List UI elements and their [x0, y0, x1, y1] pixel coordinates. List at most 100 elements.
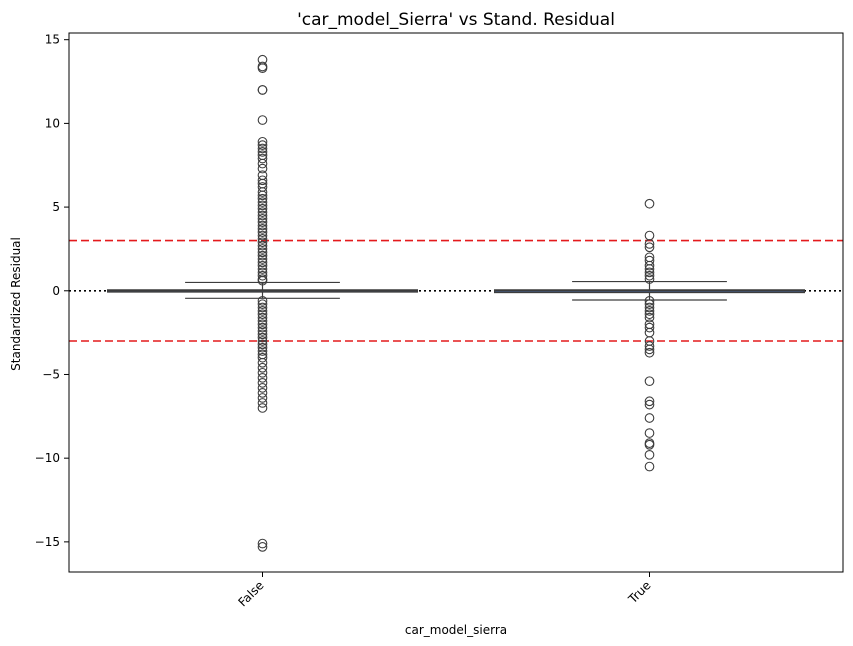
outlier-point [257, 140, 268, 151]
outlier-point [257, 257, 268, 268]
outlier-point [257, 312, 268, 323]
outlier-point [257, 306, 268, 316]
outlier-point [644, 327, 655, 338]
outlier-point [644, 461, 655, 472]
outlier-point [257, 329, 268, 340]
outlier-point [257, 158, 268, 169]
outlier-point [257, 244, 268, 254]
outlier-point [257, 230, 268, 241]
outlier-point [644, 260, 655, 271]
chart-title: 'car_model_Sierra' vs Stand. Residual [297, 10, 615, 30]
y-tick-label: 0 [52, 284, 60, 298]
outlier-point [257, 342, 268, 353]
outlier-point [257, 388, 268, 398]
outlier-point [644, 341, 655, 351]
outlier-point [257, 299, 268, 310]
outlier-point [257, 319, 268, 330]
outlier-point [644, 242, 655, 253]
outlier-point [257, 270, 268, 281]
outlier-point [257, 136, 268, 147]
outlier-point [644, 267, 655, 278]
outlier-point [644, 274, 655, 284]
outlier-point [257, 203, 268, 214]
outlier-point [257, 275, 268, 286]
y-axis-label: Standardized Residual [9, 237, 23, 371]
outlier-point [644, 198, 655, 209]
outlier-point [644, 439, 655, 450]
outlier-point [257, 143, 268, 154]
outlier-point [257, 190, 268, 201]
outlier-point [257, 85, 268, 95]
outlier-point [644, 309, 655, 320]
outlier-point [257, 322, 268, 333]
y-tick-label: 10 [45, 116, 60, 130]
outlier-point [257, 260, 268, 271]
outlier-point [257, 153, 268, 164]
outlier-point [257, 237, 268, 248]
outlier-point [257, 187, 268, 197]
outlier-point [257, 63, 268, 74]
outlier-point [644, 295, 655, 306]
outlier-point [257, 264, 268, 274]
x-tick-label: False [235, 578, 266, 609]
outlier-point [257, 193, 268, 204]
outlier-point [257, 346, 268, 356]
y-tick-label: 15 [45, 33, 60, 47]
outlier-point [257, 372, 268, 383]
outlier-point [644, 344, 655, 355]
outlier-point [644, 239, 655, 249]
outlier-point [257, 197, 268, 207]
outlier-point [644, 264, 655, 274]
outlier-point [257, 542, 268, 552]
outlier-point [257, 336, 268, 346]
y-tick-label: −10 [35, 451, 60, 465]
outlier-point [644, 270, 655, 281]
outlier-point [257, 326, 268, 336]
outlier-point [257, 170, 268, 181]
outlier-point [257, 362, 268, 373]
y-tick-label: −15 [35, 535, 60, 549]
outlier-point [644, 322, 655, 333]
outlier-point [257, 302, 268, 313]
outlier-point [257, 403, 268, 413]
outlier-point [257, 332, 268, 343]
outlier-point [644, 299, 655, 310]
outlier-point [257, 227, 268, 238]
outlier-point [257, 217, 268, 228]
outlier-point [257, 234, 268, 244]
outlier-point [257, 250, 268, 261]
outlier-point [257, 146, 268, 157]
outlier-point [257, 213, 268, 224]
y-tick-label: 5 [52, 200, 60, 214]
outlier-point [644, 428, 655, 438]
outlier-point [257, 316, 268, 326]
outlier-point [644, 413, 655, 423]
x-tick-label: True [625, 578, 654, 607]
outlier-point [257, 295, 268, 306]
outlier-point [644, 306, 655, 316]
outlier-point [257, 115, 268, 125]
outlier-point [644, 399, 655, 410]
outlier-point [644, 376, 655, 387]
outlier-point [257, 393, 268, 403]
outlier-point [257, 247, 268, 258]
outlier-point [257, 223, 268, 234]
outlier-point [257, 383, 268, 393]
outlier-point [257, 309, 268, 320]
outlier-point [257, 367, 268, 378]
outlier-point [257, 254, 268, 264]
outlier-point [644, 312, 655, 323]
outlier-point [257, 163, 268, 174]
outlier-point [257, 207, 268, 217]
outlier-point [257, 538, 268, 549]
outlier-point [257, 210, 268, 221]
outlier-point [257, 352, 268, 363]
outlier-point [644, 230, 655, 241]
outlier-point [257, 200, 268, 211]
plot-area [69, 54, 843, 552]
x-axis-label: car_model_sierra [405, 623, 507, 637]
outlier-point [257, 175, 268, 186]
outlier-point [257, 398, 268, 408]
plot-frame [68, 32, 844, 573]
